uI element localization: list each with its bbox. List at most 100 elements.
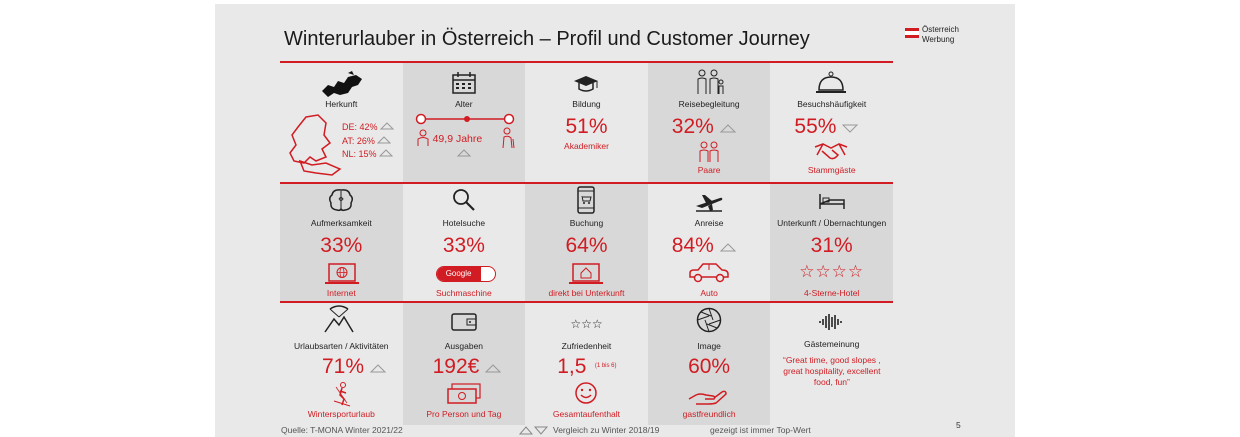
label-hotelsuche: Hotelsuche: [403, 218, 526, 228]
reception-bell-icon: [816, 71, 846, 95]
stat-reisebegleitung: 32%: [672, 115, 714, 138]
sub-unterkunft: 4-Sterne-Hotel: [770, 288, 893, 298]
card-anreise: Anreise 84% Auto: [648, 184, 771, 304]
graduation-cap-icon: [573, 75, 599, 93]
stat-at: AT: 26%: [342, 136, 375, 146]
sub-anreise: Auto: [648, 288, 771, 298]
sub-ausgaben: Pro Person und Tag: [403, 409, 526, 419]
label-herkunft: Herkunft: [280, 99, 403, 109]
four-star-rating-icon: ☆☆☆☆: [770, 262, 893, 282]
label-buchung: Buchung: [525, 218, 648, 228]
comparison-triangles-icon: [519, 426, 549, 435]
stat-buchung: 64%: [525, 234, 648, 258]
page-number: 5: [956, 420, 961, 430]
giving-hand-icon: [688, 383, 728, 405]
label-gaestemeinung: Gästemeinung: [770, 339, 893, 349]
card-alter: Alter 49,9 Jahre: [403, 63, 526, 183]
sub-reisebegleitung: Paare: [648, 165, 771, 175]
sub-image: gastfreundlich: [648, 409, 771, 419]
triangle-up-icon: [485, 364, 501, 373]
sub-bildung: Akademiker: [525, 141, 648, 151]
stat-image: 60%: [648, 355, 771, 379]
card-gaestemeinung: Gästemeinung “Great time, good slopes , …: [770, 303, 893, 423]
logo-line-2: Werbung: [922, 35, 959, 45]
sound-wave-icon: [818, 313, 844, 331]
family-icon: [696, 69, 724, 95]
label-unterkunft: Unterkunft / Übernachtungen: [770, 218, 893, 228]
slide: Winterurlauber in Österreich – Profil un…: [215, 4, 1015, 437]
page-title: Winterurlauber in Österreich – Profil un…: [284, 28, 810, 51]
brain-icon: [328, 188, 354, 212]
top-value-note: gezeigt ist immer Top-Wert: [710, 425, 811, 435]
label-image: Image: [648, 341, 771, 351]
stat-unterkunft: 31%: [770, 234, 893, 258]
stat-urlaubsarten: 71%: [322, 355, 364, 378]
sub-aufmerksamkeit: Internet: [280, 288, 403, 298]
source-note: Quelle: T-MONA Winter 2021/22: [281, 425, 403, 435]
triangle-up-icon: [720, 243, 736, 252]
austria-flag-icon: [905, 28, 919, 38]
stat-de: DE: 42%: [342, 122, 378, 132]
camera-aperture-icon: [696, 307, 722, 333]
sub-urlaubsarten: Wintersporturlaub: [280, 409, 403, 419]
stat-alter: 49,9 Jahre: [433, 133, 483, 145]
card-reisebegleitung: Reisebegleitung 32% Paare: [648, 63, 771, 183]
country-outline-icon: [286, 113, 346, 177]
stat-zufriedenheit: 1,5: [557, 355, 586, 378]
car-icon: [688, 262, 730, 284]
stat-bildung: 51%: [525, 115, 648, 139]
smartphone-icon: [577, 186, 595, 214]
card-image: Image 60% gastfreundlich: [648, 303, 771, 423]
triangle-up-icon: [457, 149, 471, 157]
logo-line-1: Österreich: [922, 25, 959, 35]
wallet-icon: [451, 311, 477, 331]
card-zufriedenheit: ☆☆☆ Zufriedenheit 1,5 (1 bis 6) Gesamtau…: [525, 303, 648, 423]
card-bildung: Bildung 51% Akademiker: [525, 63, 648, 183]
card-ausgaben: Ausgaben 192€ Pro Person und Tag: [403, 303, 526, 423]
label-besuchshaeufigkeit: Besuchshäufigkeit: [770, 99, 893, 109]
mountain-paraglider-icon: [324, 305, 354, 333]
card-urlaubsarten: Urlaubsarten / Aktivitäten 71% Winterspo…: [280, 303, 403, 423]
triangle-down-icon: [842, 124, 858, 133]
triangle-up-icon: [379, 149, 393, 157]
stat-ausgaben: 192€: [433, 355, 480, 378]
label-aufmerksamkeit: Aufmerksamkeit: [280, 218, 403, 228]
triangle-up-icon: [380, 122, 394, 130]
triangle-up-icon: [377, 136, 391, 144]
age-slider-icon: [415, 113, 515, 125]
label-bildung: Bildung: [525, 99, 648, 109]
stat-aufmerksamkeit: 33%: [280, 234, 403, 258]
label-ausgaben: Ausgaben: [403, 341, 526, 351]
comparison-note: Vergleich zu Winter 2018/19: [553, 425, 659, 435]
triangle-up-icon: [370, 364, 386, 373]
card-herkunft: Herkunft DE: 42% AT: 26% NL: 15%: [280, 63, 403, 183]
sub-besuchshaeufigkeit: Stammgäste: [770, 165, 893, 175]
card-unterkunft: Unterkunft / Übernachtungen 31% ☆☆☆☆ 4-S…: [770, 184, 893, 304]
label-urlaubsarten: Urlaubsarten / Aktivitäten: [280, 341, 403, 351]
stat-hotelsuche: 33%: [403, 234, 526, 258]
airplane-icon: [694, 192, 724, 212]
elderly-person-icon: [501, 127, 515, 149]
bed-icon: [818, 192, 846, 210]
laptop-house-icon: [568, 262, 604, 286]
journey-grid: Herkunft DE: 42% AT: 26% NL: 15% Alter: [280, 61, 893, 425]
smiley-face-icon: [573, 381, 599, 405]
google-label: Google: [437, 267, 481, 281]
laptop-icon: [324, 262, 360, 286]
label-alter: Alter: [403, 99, 526, 109]
banknotes-icon: [447, 383, 481, 405]
handshake-icon: [814, 141, 848, 161]
couple-icon: [698, 141, 720, 163]
magnifier-icon: [452, 188, 476, 212]
stat-anreise: 84%: [672, 234, 714, 257]
card-buchung: Buchung 64% direkt bei Unterkunft: [525, 184, 648, 304]
google-search-bar: Google: [436, 266, 496, 282]
europe-map-icon: [318, 71, 364, 99]
calendar-icon: [451, 71, 477, 95]
guest-quote: “Great time, good slopes , great hospita…: [774, 355, 889, 388]
card-besuchshaeufigkeit: Besuchshäufigkeit 55% Stammgäste: [770, 63, 893, 183]
stat-nl: NL: 15%: [342, 149, 377, 159]
scale-zufriedenheit: (1 bis 6): [595, 363, 617, 369]
triangle-up-icon: [720, 124, 736, 133]
stat-besuchshaeufigkeit: 55%: [794, 115, 836, 138]
